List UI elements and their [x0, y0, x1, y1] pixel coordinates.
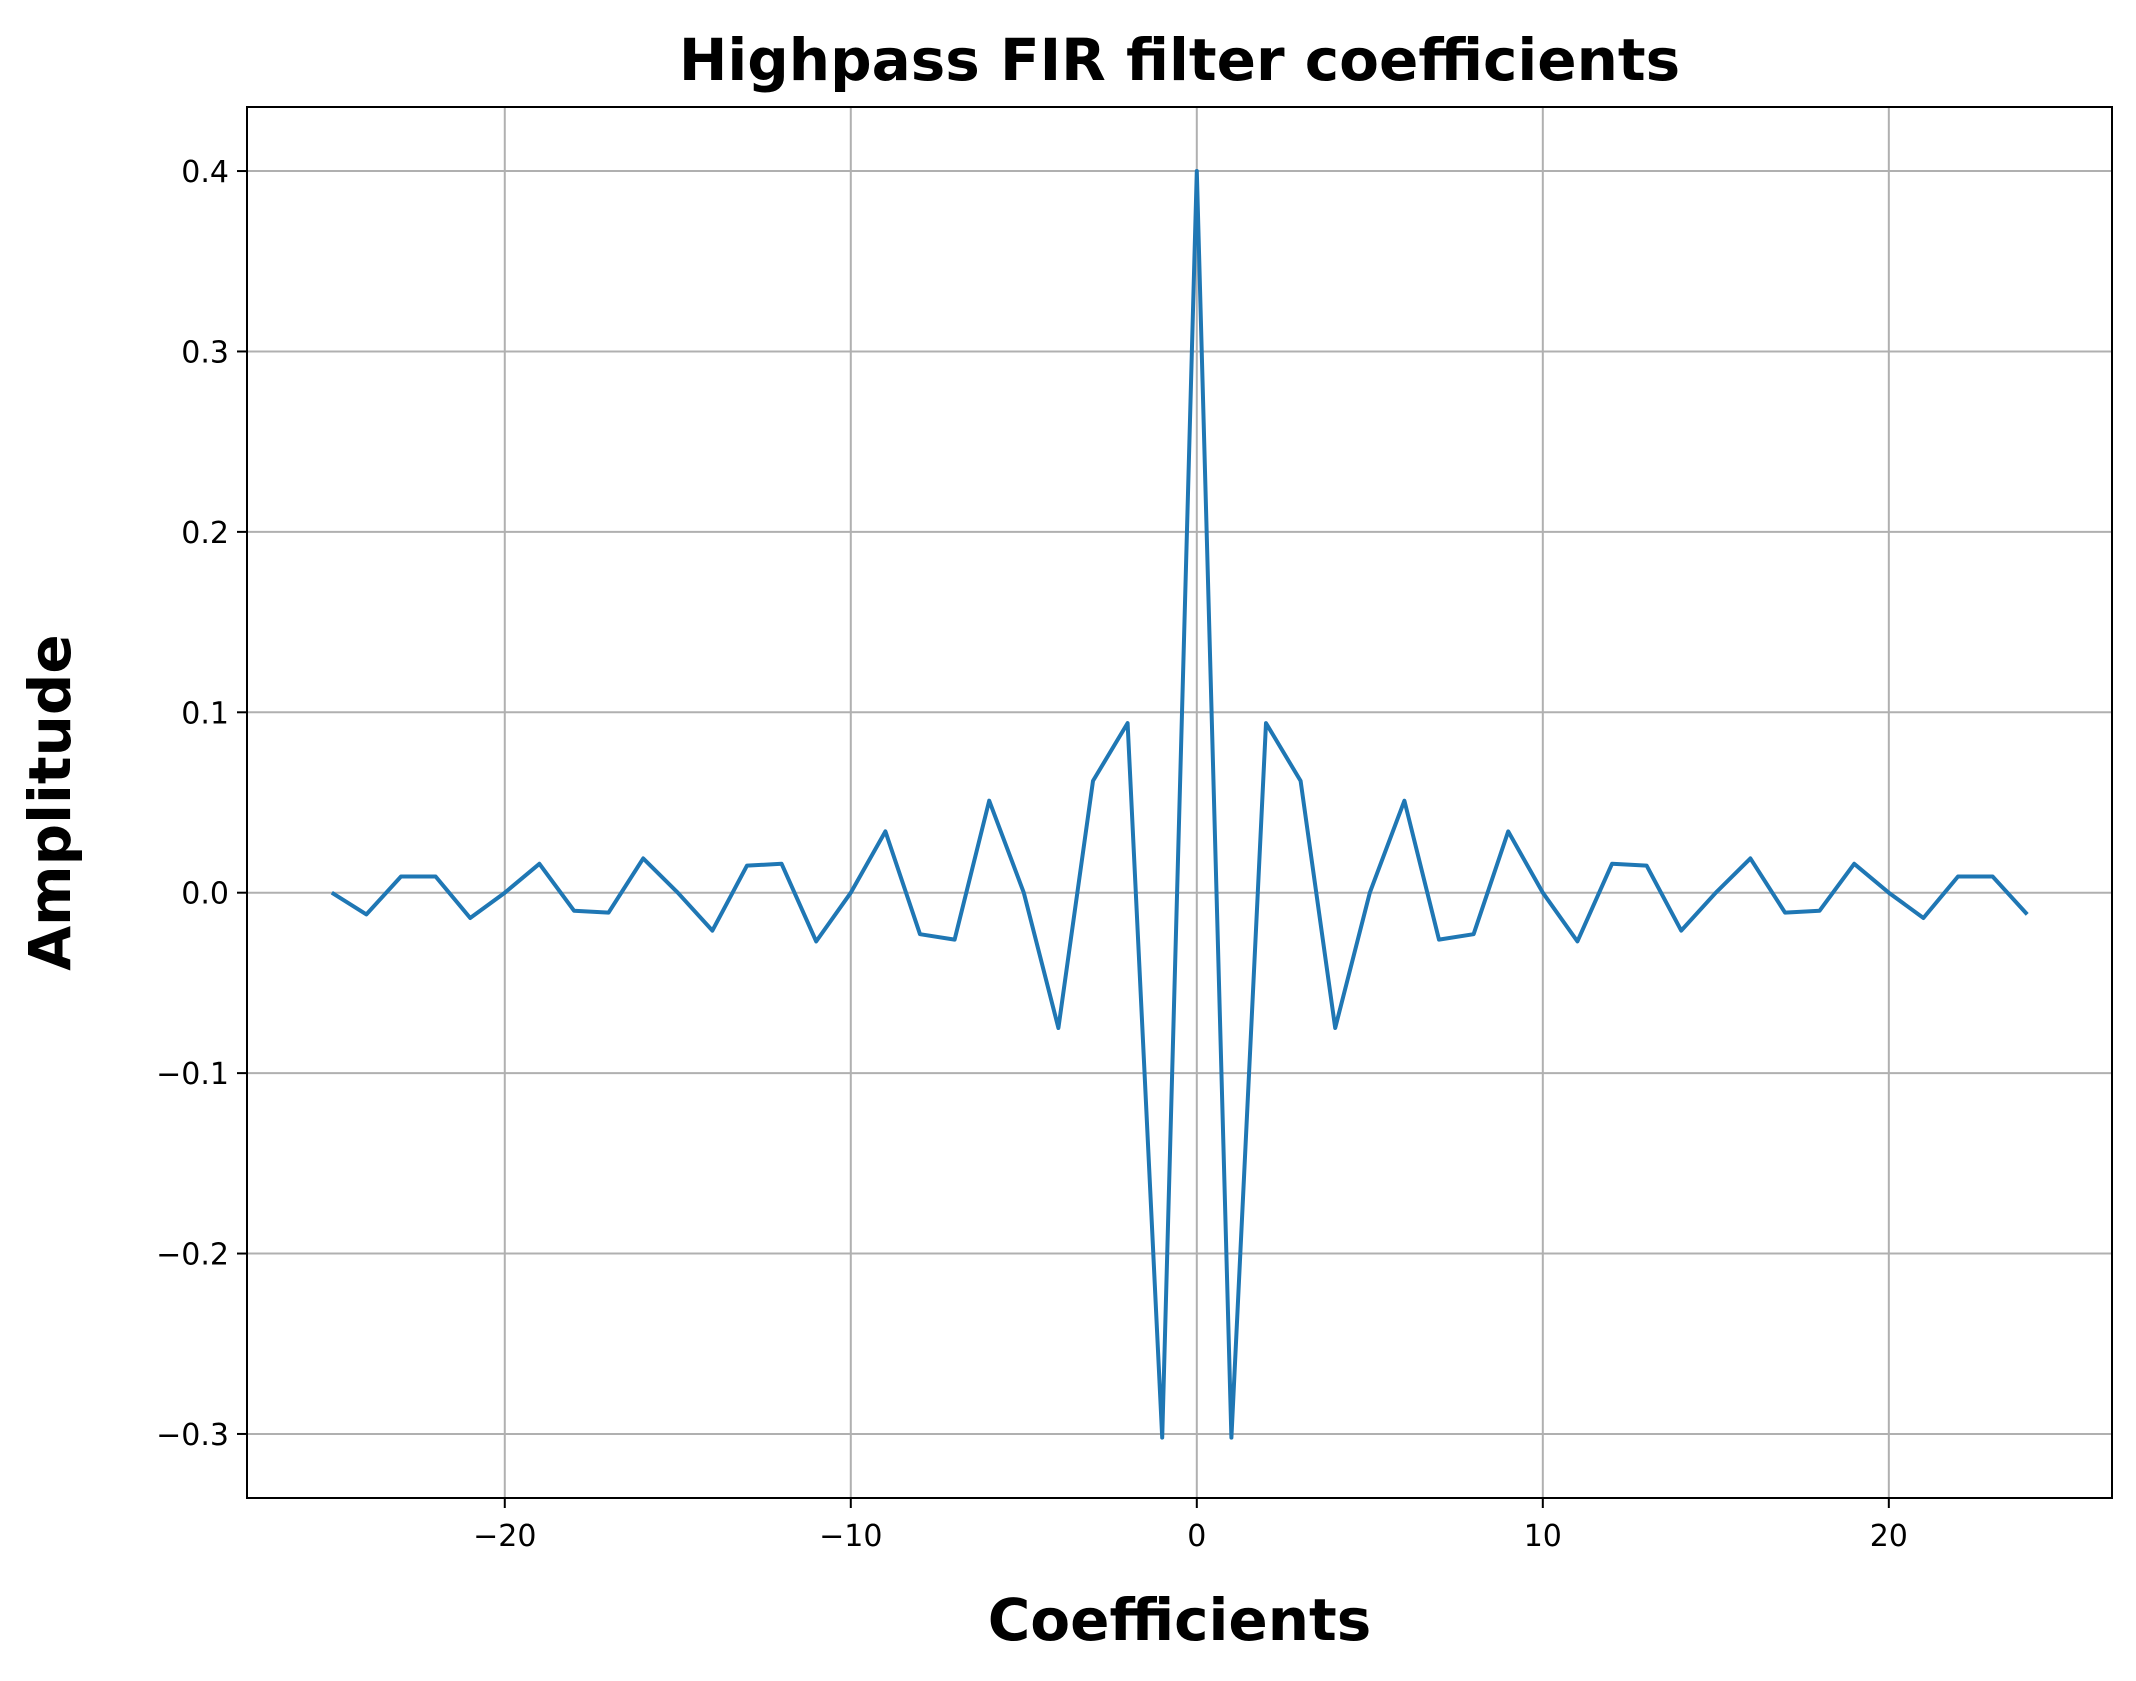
x-tick-label: 20 [1870, 1519, 1908, 1554]
y-tick-label: −0.1 [156, 1057, 229, 1092]
series-line [330, 169, 2029, 1440]
y-tick-label: 0.3 [181, 335, 229, 370]
y-tick-label: 0.4 [181, 155, 229, 190]
y-tick-label: 0.2 [181, 516, 229, 551]
y-axis-title: Amplitude [16, 634, 84, 970]
chart-title: Highpass FIR filter coefficients [679, 26, 1680, 94]
axis-ticks: −20 −10 0 10 20 −0.3 −0.2 −0.1 0.0 0.1 0.2 0.3 0.4 [156, 155, 1908, 1554]
x-tick-label: 10 [1524, 1519, 1562, 1554]
y-tick-label: 0.0 [181, 877, 229, 912]
y-tick-label: −0.2 [156, 1238, 229, 1273]
grid [247, 107, 2112, 1498]
y-tick-label: 0.1 [181, 696, 229, 731]
series-layer [330, 169, 2029, 1440]
y-tick-label: −0.3 [156, 1418, 229, 1453]
x-tick-label: 0 [1187, 1519, 1206, 1554]
x-tick-label: −10 [819, 1519, 882, 1554]
plot-frame [246, 106, 2113, 1499]
x-tick-label: −20 [473, 1519, 536, 1554]
x-axis-title: Coefficients [988, 1586, 1372, 1654]
